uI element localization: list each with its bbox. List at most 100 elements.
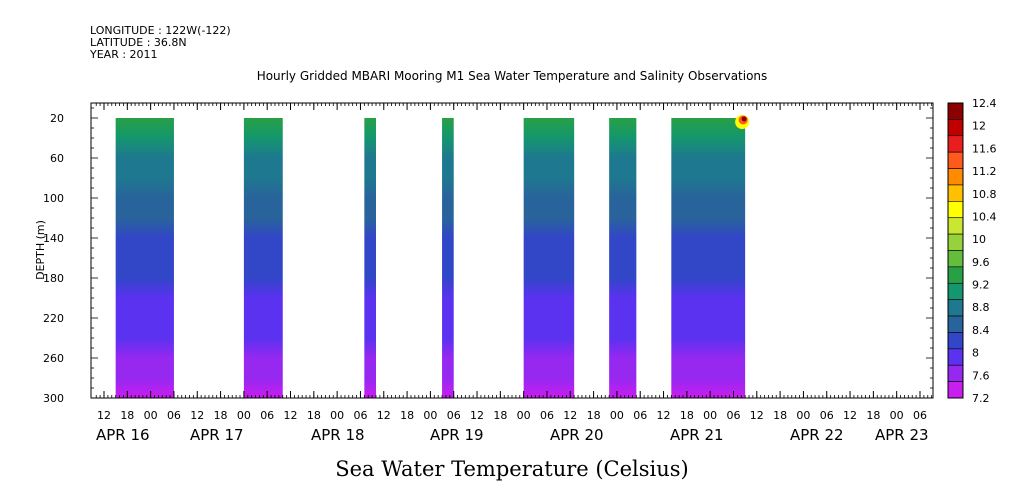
plot-frame [90, 102, 934, 399]
x-date-label: APR 21 [670, 426, 724, 444]
x-hour-tick-label: 12 [284, 409, 298, 422]
colorbar-swatch [947, 282, 964, 300]
x-axis-label: Sea Water Temperature (Celsius) [335, 457, 689, 481]
colorbar-swatch [947, 266, 964, 284]
x-hour-tick-label: 06 [540, 409, 554, 422]
y-tick-label: 180 [43, 272, 64, 285]
colorbar-swatch [947, 102, 964, 120]
x-hour-tick-label: 12 [750, 409, 764, 422]
x-hour-tick-label: 12 [97, 409, 111, 422]
colorbar-swatch [947, 184, 964, 202]
x-hour-tick-label: 00 [144, 409, 158, 422]
longitude-label: LONGITUDE : 122W(-122) [90, 24, 231, 37]
data-segment [523, 118, 575, 398]
data-segment [442, 118, 454, 398]
x-hour-tick-label: 00 [796, 409, 810, 422]
y-tick-label: 20 [50, 112, 64, 125]
colorbar-swatch [947, 299, 964, 317]
y-tick-label: 100 [43, 192, 64, 205]
colorbar-label: 9.2 [972, 279, 990, 292]
colorbar-label: 9.6 [972, 256, 990, 269]
x-hour-tick-label: 00 [237, 409, 251, 422]
x-hour-tick-label: 00 [703, 409, 717, 422]
colorbar-swatch [947, 381, 964, 399]
x-hour-tick-label: 12 [657, 409, 671, 422]
x-hour-tick-label: 00 [517, 409, 531, 422]
x-hour-tick-label: 06 [167, 409, 181, 422]
x-date-label: APR 16 [96, 426, 150, 444]
data-segment [243, 118, 283, 398]
colorbar-label: 7.6 [972, 369, 990, 382]
y-tick-label: 220 [43, 312, 64, 325]
x-hour-tick-label: 00 [890, 409, 904, 422]
x-hour-tick-label: 18 [680, 409, 694, 422]
colorbar-swatch [947, 250, 964, 268]
colorbar-swatch [947, 168, 964, 186]
colorbar-swatch [947, 315, 964, 333]
x-hour-tick-label: 12 [190, 409, 204, 422]
x-hour-tick-label: 06 [633, 409, 647, 422]
y-tick-label: 60 [50, 152, 64, 165]
colorbar-label: 11.2 [972, 165, 997, 178]
x-hour-tick-label: 06 [726, 409, 740, 422]
colorbar-swatch [947, 217, 964, 235]
x-hour-tick-label: 18 [866, 409, 880, 422]
x-hour-tick-label: 18 [307, 409, 321, 422]
colorbar-swatch [947, 119, 964, 137]
year-label: YEAR : 2011 [90, 48, 158, 61]
chart-title: Hourly Gridded MBARI Mooring M1 Sea Wate… [257, 69, 768, 83]
colorbar-label: 12.4 [972, 97, 997, 110]
colorbar-swatch [947, 233, 964, 251]
colorbar-label: 10.4 [972, 210, 997, 223]
colorbar-label: 11.6 [972, 142, 997, 155]
y-tick-label: 140 [43, 232, 64, 245]
x-hour-tick-label: 12 [377, 409, 391, 422]
x-hour-tick-label: 06 [913, 409, 927, 422]
x-date-label: APR 17 [190, 426, 244, 444]
x-hour-tick-label: 00 [423, 409, 437, 422]
data-segment [364, 118, 376, 398]
x-date-label: APR 23 [875, 426, 929, 444]
x-hour-tick-label: 06 [820, 409, 834, 422]
colorbar-label: 8 [972, 347, 979, 360]
x-date-label: APR 19 [430, 426, 484, 444]
x-hour-tick-label: 18 [400, 409, 414, 422]
colorbar-label: 12 [972, 120, 986, 133]
colorbar-frame [947, 102, 964, 399]
x-hour-tick-label: 00 [330, 409, 344, 422]
y-tick-label: 300 [43, 392, 64, 405]
x-hour-tick-label: 12 [470, 409, 484, 422]
x-hour-tick-label: 06 [260, 409, 274, 422]
colorbar-swatch [947, 151, 964, 169]
x-hour-tick-label: 06 [353, 409, 367, 422]
latitude-label: LATITUDE : 36.8N [90, 36, 187, 49]
data-segment [671, 118, 746, 398]
y-axis-label: DEPTH (m) [34, 220, 47, 280]
x-hour-tick-label: 12 [843, 409, 857, 422]
x-hour-tick-label: 18 [773, 409, 787, 422]
x-date-label: APR 20 [550, 426, 604, 444]
colorbar-label: 7.2 [972, 392, 990, 405]
colorbar-swatch [947, 364, 964, 382]
x-hour-tick-label: 00 [610, 409, 624, 422]
colorbar-label: 8.4 [972, 324, 990, 337]
x-date-label: APR 18 [311, 426, 365, 444]
x-hour-tick-label: 12 [563, 409, 577, 422]
data-segment [115, 118, 174, 398]
colorbar-label: 8.8 [972, 301, 990, 314]
x-hour-tick-label: 06 [447, 409, 461, 422]
x-date-label: APR 22 [790, 426, 844, 444]
x-hour-tick-label: 18 [214, 409, 228, 422]
x-hour-tick-label: 18 [120, 409, 134, 422]
colorbar-swatch [947, 332, 964, 350]
colorbar-swatch [947, 201, 964, 219]
data-segment [609, 118, 637, 398]
surface-max-spot [735, 115, 750, 129]
colorbar-label: 10 [972, 233, 986, 246]
x-hour-tick-label: 18 [587, 409, 601, 422]
colorbar-swatch [947, 348, 964, 366]
x-hour-tick-label: 18 [493, 409, 507, 422]
y-tick-label: 260 [43, 352, 64, 365]
colorbar-swatch [947, 135, 964, 153]
